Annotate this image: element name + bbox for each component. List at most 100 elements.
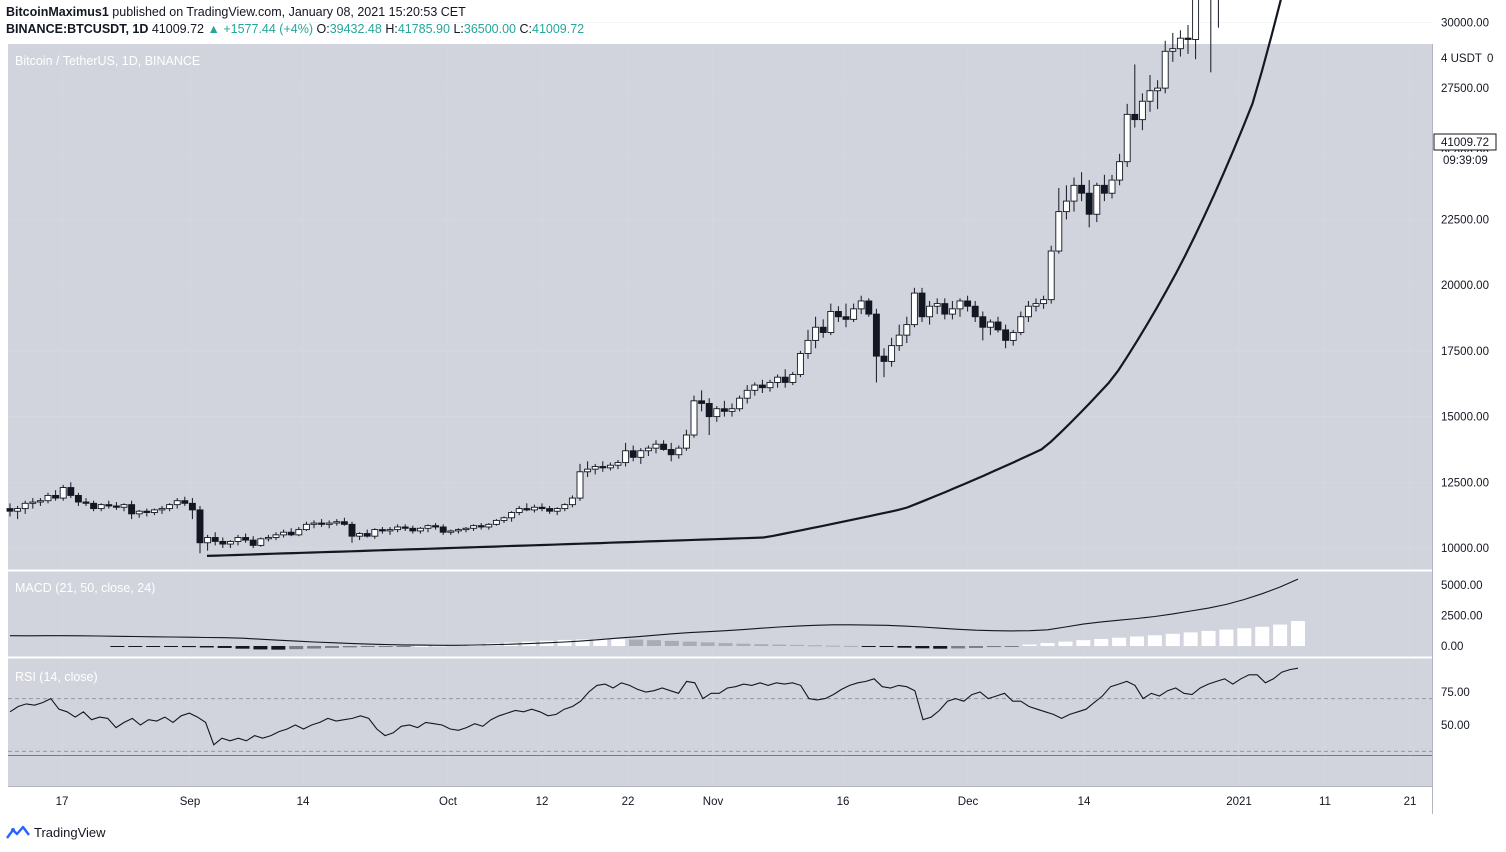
candle <box>287 531 295 536</box>
candle <box>979 316 987 328</box>
price-tick-label: 17500.00 <box>1441 346 1489 358</box>
candle <box>652 443 660 449</box>
macd-histogram-bar <box>1291 621 1305 646</box>
candle <box>1108 179 1116 194</box>
candle <box>637 450 645 458</box>
author-name[interactable]: BitcoinMaximus1 <box>6 5 109 19</box>
grid <box>8 22 1432 786</box>
macd-histogram-bar <box>557 639 572 646</box>
candle <box>500 517 508 521</box>
macd-histogram-bar <box>772 644 787 646</box>
candle <box>705 403 713 418</box>
candle <box>629 450 637 458</box>
macd-histogram-bar <box>808 645 822 647</box>
rsi-pane[interactable] <box>8 658 1432 755</box>
macd-histogram-bar <box>718 643 733 646</box>
macd-histogram-bar <box>1255 626 1270 646</box>
macd-histogram-bar <box>933 646 948 649</box>
candle <box>682 434 690 449</box>
candle <box>758 384 766 389</box>
candle <box>90 502 98 510</box>
candle <box>508 512 516 519</box>
candle <box>432 525 440 528</box>
price-tick-label: 12500.00 <box>1441 477 1489 489</box>
time-tick-label: 17 <box>56 796 69 808</box>
candle <box>933 303 941 307</box>
candle <box>1100 184 1108 194</box>
macd-histogram-bar <box>575 639 590 646</box>
macd-histogram-bar <box>253 646 268 650</box>
candle <box>827 311 835 333</box>
axis-top-label: 4 USDT <box>1441 53 1482 65</box>
rsi-title: RSI (14, close) <box>15 670 98 684</box>
candle <box>249 539 257 546</box>
parabolic-support-curve <box>206 0 1282 557</box>
main-pane[interactable] <box>8 44 1432 570</box>
macd-histogram-bar <box>861 646 876 647</box>
candle <box>1055 211 1063 252</box>
candle <box>211 537 219 542</box>
macd-histogram-bar <box>539 640 554 646</box>
macd-histogram-bar <box>1112 637 1127 646</box>
candle <box>1146 90 1154 102</box>
price-tick-label: 10000.00 <box>1441 543 1489 555</box>
macd-histogram-bar <box>235 646 250 649</box>
candle <box>1070 184 1078 202</box>
empty-pane <box>8 756 1432 786</box>
candle <box>644 447 652 452</box>
candle <box>804 339 812 354</box>
candle <box>348 523 356 537</box>
macd-histogram-bar <box>414 645 429 647</box>
candle <box>819 326 827 333</box>
last-price: 41009.72 <box>151 22 204 36</box>
candle <box>21 502 29 510</box>
candle <box>112 505 120 508</box>
candle <box>143 510 151 513</box>
price-change: +1577.44 (+4%) <box>223 22 313 36</box>
candle <box>363 533 371 537</box>
macd-histogram-bar <box>378 646 393 647</box>
open-value: 39432.48 <box>329 22 382 36</box>
candle <box>1116 161 1124 181</box>
candle <box>257 538 265 546</box>
candle <box>485 523 493 528</box>
macd-histogram-bar <box>1094 638 1109 646</box>
candle <box>1017 316 1025 333</box>
macd-histogram-bar <box>682 641 697 646</box>
candle <box>743 389 751 399</box>
candle <box>36 500 44 503</box>
candle <box>926 305 934 318</box>
candle <box>553 508 561 512</box>
candle <box>948 308 956 315</box>
macd-histogram-bar <box>986 646 1001 648</box>
tradingview-logo[interactable]: TradingView <box>6 824 106 840</box>
candle <box>530 506 538 511</box>
candle <box>941 303 949 315</box>
candle <box>173 500 181 506</box>
candle <box>1154 87 1162 92</box>
candle <box>135 510 143 515</box>
macd-histogram-bar <box>1237 628 1252 646</box>
candle <box>1123 113 1131 163</box>
candle <box>340 521 348 525</box>
candle <box>447 530 455 533</box>
candle <box>888 345 896 362</box>
publish-date: published on TradingView.com, January 08… <box>112 5 466 19</box>
macd-histogram-bar <box>432 645 447 647</box>
candle <box>401 526 409 529</box>
candle <box>1047 250 1055 301</box>
candle <box>394 526 402 531</box>
price-tick-label: 27500.00 <box>1441 83 1489 95</box>
macd-histogram-bar <box>736 643 751 646</box>
candle <box>1002 329 1010 341</box>
candle <box>568 497 576 506</box>
candle <box>371 529 379 537</box>
candle <box>264 537 272 540</box>
candle <box>622 450 630 464</box>
candle <box>956 300 964 310</box>
high-label: H: <box>385 22 398 36</box>
rsi-tick-label: 50.00 <box>1441 720 1470 732</box>
rsi-bands <box>8 698 1432 752</box>
candle <box>158 508 166 511</box>
